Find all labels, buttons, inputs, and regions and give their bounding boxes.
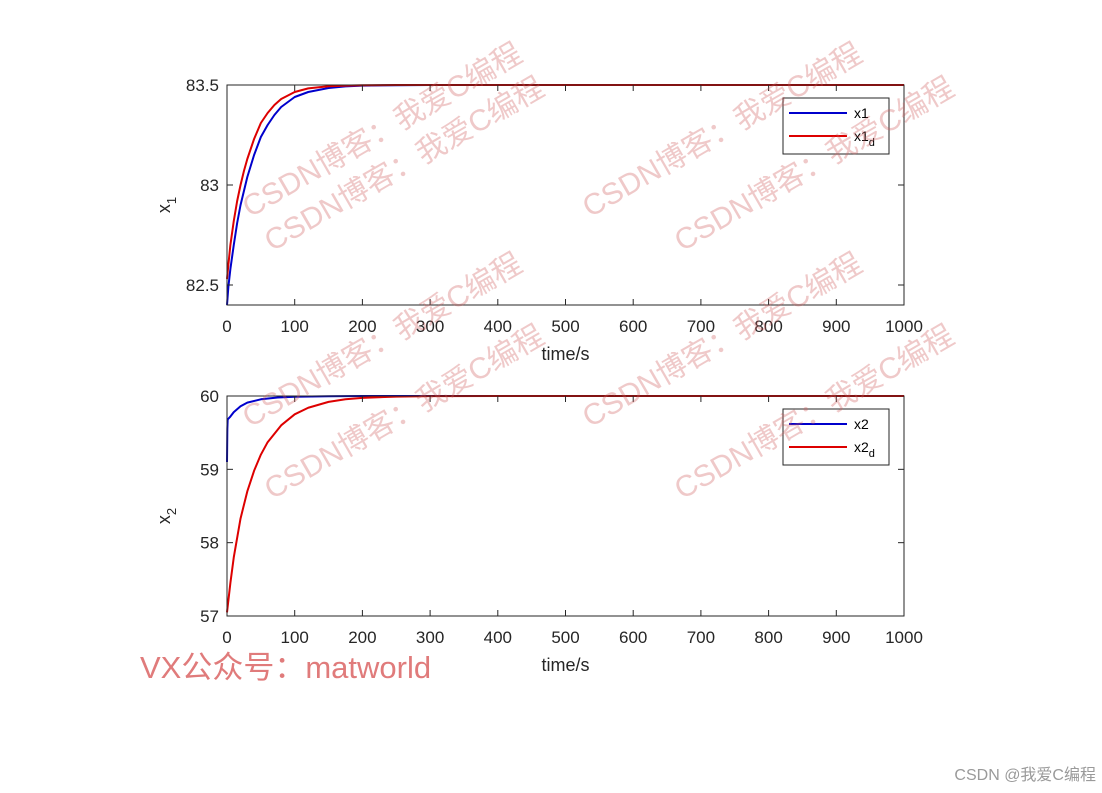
x-axis-label: time/s [541,655,589,675]
legend-entry-main: x1 [854,105,869,121]
y-axis-label: x1 [154,197,179,213]
y-axis-label-main: x [154,515,174,524]
x-tick-label: 0 [222,628,231,647]
x-tick-label: 200 [348,317,376,336]
legend-entry-label: x2d [854,439,875,460]
watermark-credit-text: CSDN @我爱C编程 [954,766,1096,784]
legend-entry-main: x1 [854,128,869,144]
y-tick-label: 83.5 [186,76,219,95]
y-axis-label-subscript: 2 [164,508,179,515]
x-tick-label: 500 [551,317,579,336]
x-tick-label: 800 [754,317,782,336]
x-tick-label: 300 [416,317,444,336]
legend-entry-subscript: d [869,448,875,460]
x-tick-label: 1000 [885,628,923,647]
x-tick-label: 100 [281,317,309,336]
x-tick-label: 200 [348,628,376,647]
legend-entry-label: x1d [854,128,875,149]
x-tick-label: 700 [687,628,715,647]
x-tick-label: 900 [822,628,850,647]
x-tick-label: 0 [222,317,231,336]
x-tick-label: 500 [551,628,579,647]
watermark-contact-text: VX公众号：matworld [140,650,431,685]
legend-entry-main: x2 [854,416,869,432]
x-tick-label: 600 [619,317,647,336]
x-tick-label: 1000 [885,317,923,336]
legend-box [782,408,890,466]
x-tick-label: 900 [822,317,850,336]
legend-entry-label: x2 [854,416,869,432]
top-subplot-x1: 0 100 200 300 400 500 600 700 800 900 1000 82.5 83 83… [154,76,923,364]
y-axis-label-main: x [154,204,174,213]
y-tick-label: 82.5 [186,276,219,295]
x-tick-label: 100 [281,628,309,647]
x-tick-label: 400 [484,628,512,647]
y-axis-label: x2 [154,508,179,524]
y-tick-label: 83 [200,176,219,195]
x-tick-label: 700 [687,317,715,336]
x-tick-label: 400 [484,317,512,336]
x-tick-label: 600 [619,628,647,647]
legend-entry-subscript: d [869,137,875,149]
legend-entry-main: x2 [854,439,869,455]
x-tick-label: 800 [754,628,782,647]
bottom-subplot-x2: 0 100 200 300 400 500 600 700 800 900 1000 57 58 59 60… [154,387,923,675]
x-tick-label: 300 [416,628,444,647]
x-axis-label: time/s [541,344,589,364]
y-tick-label: 57 [200,607,219,626]
y-axis-label-subscript: 1 [164,197,179,204]
y-tick-label: 60 [200,387,219,406]
y-tick-label: 59 [200,460,219,479]
legend-box [782,97,890,155]
y-tick-label: 58 [200,534,219,553]
legend-entry-label: x1 [854,105,869,121]
